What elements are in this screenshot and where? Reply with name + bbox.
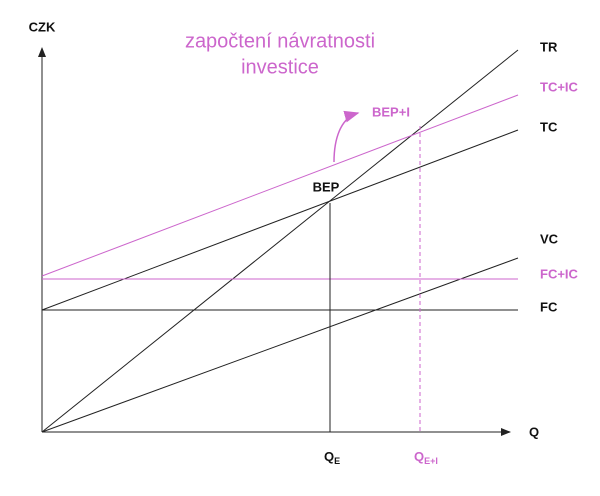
- tick-sub: E+I: [424, 456, 438, 466]
- y-axis-label: CZK: [29, 19, 56, 34]
- line-label: FC: [540, 299, 558, 314]
- tick-sub: E: [334, 456, 340, 466]
- vc-line: [41, 257, 519, 433]
- bep-i-arrow: [333, 110, 360, 163]
- line-label: TC: [540, 119, 558, 134]
- line-label: FC+IC: [540, 266, 579, 281]
- line-label: VC: [540, 231, 559, 246]
- tc-ic-line: [41, 94, 519, 277]
- tick-label: QE: [324, 449, 340, 466]
- point-label: BEP+I: [372, 104, 410, 119]
- point-label: BEP: [313, 179, 340, 194]
- title-line: investice: [241, 56, 319, 78]
- x-axis-label: Q: [529, 424, 539, 439]
- line-label: TR: [540, 39, 558, 54]
- tick-main: Q: [414, 449, 424, 464]
- tr-line: [41, 49, 519, 433]
- tc-line: [41, 129, 519, 311]
- tick-label: QE+I: [414, 449, 438, 466]
- tick-main: Q: [324, 449, 334, 464]
- title-line: započtení návratnosti: [185, 30, 375, 52]
- line-label: TC+IC: [540, 79, 579, 94]
